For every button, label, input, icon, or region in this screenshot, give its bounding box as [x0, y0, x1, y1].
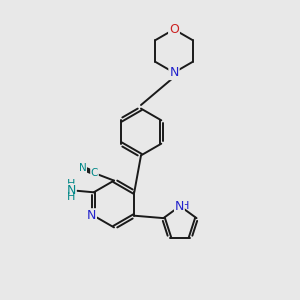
Text: N: N	[67, 184, 76, 197]
Text: O: O	[169, 23, 179, 36]
Text: H: H	[67, 192, 75, 203]
Text: H: H	[67, 179, 75, 189]
Text: N: N	[169, 66, 179, 79]
Text: C: C	[91, 168, 98, 178]
Text: H: H	[181, 201, 190, 211]
Text: N: N	[175, 200, 184, 213]
Text: N: N	[87, 209, 96, 222]
Text: N: N	[79, 163, 86, 173]
